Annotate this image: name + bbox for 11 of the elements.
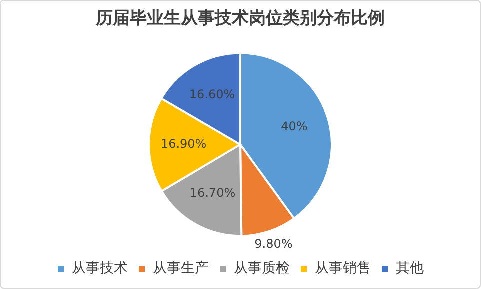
data-label: 16.60%: [189, 88, 236, 102]
legend-label: 其他: [396, 260, 424, 277]
legend-label: 从事生产: [153, 260, 209, 277]
legend-label: 从事技术: [72, 260, 128, 277]
legend-label: 从事质检: [234, 260, 290, 277]
data-label: 16.90%: [160, 137, 207, 152]
legend-label: 从事销售: [315, 260, 371, 277]
data-label: 16.70%: [190, 186, 236, 200]
data-label: 40%: [281, 119, 308, 134]
chart-title: 历届毕业生从事技术岗位类别分布比例: [95, 8, 385, 29]
data-label: 9.80%: [254, 236, 293, 251]
